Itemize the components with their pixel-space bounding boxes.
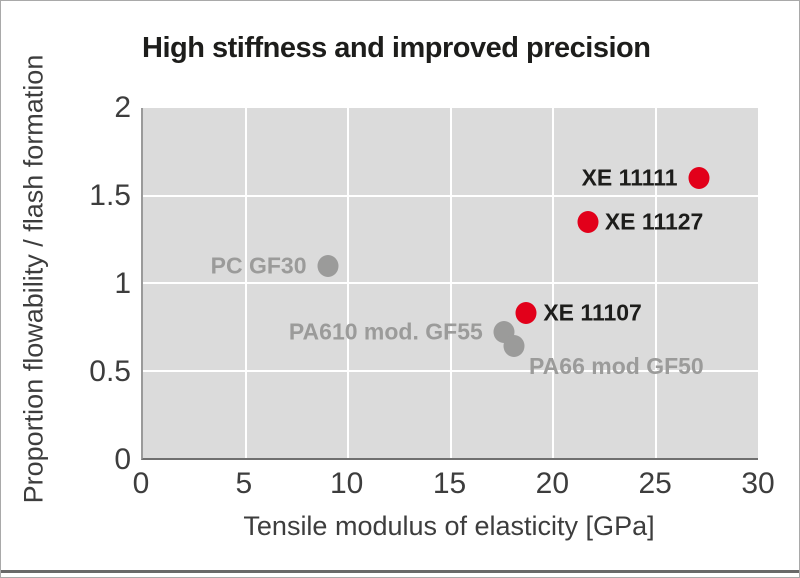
- data-point-label: XE 11127: [604, 208, 704, 235]
- data-point-dot: [577, 210, 599, 233]
- data-point-label: XE 11107: [543, 299, 642, 326]
- y-tick-label: 1: [114, 267, 131, 300]
- y-tick-label: 0.5: [89, 355, 131, 388]
- x-tick-label: 0: [132, 467, 150, 500]
- data-point-label: XE 11111: [581, 164, 678, 191]
- data-point-label: PA66 mod GF50: [529, 353, 704, 379]
- y-tick-label: 0: [114, 443, 131, 476]
- x-tick-label: 15: [432, 467, 467, 500]
- y-axis-ticks: 0 0.5 1 1.5 2: [1, 91, 131, 476]
- x-tick-label: 10: [329, 467, 364, 500]
- x-tick-label: 20: [535, 467, 570, 500]
- data-point-label: PA610 mod. GF55: [288, 318, 483, 345]
- y-tick-label: 2: [114, 91, 131, 124]
- data-point-dot: [503, 335, 525, 357]
- figure-bottom-rule: [1, 570, 799, 573]
- x-axis-ticks: 0 5 10 15 20 25 30: [133, 467, 775, 501]
- x-tick-label: 5: [235, 467, 253, 500]
- chart-title: High stiffness and improved precision: [142, 32, 651, 64]
- data-point-dot: [515, 301, 537, 324]
- x-tick-label: 30: [741, 467, 775, 500]
- x-tick-label: 25: [638, 467, 672, 500]
- y-tick-label: 1.5: [89, 179, 131, 212]
- plot-area: PC GF30 PA610 mod. GF55 PA66 mod GF50 XE 11…: [141, 108, 758, 460]
- data-point-dot: [317, 254, 338, 277]
- data-point-label: PC GF30: [210, 252, 307, 278]
- x-axis-title: Tensile modulus of elasticity [GPa]: [243, 511, 655, 541]
- gridline-horizontal: [143, 194, 758, 197]
- gridline-horizontal: [143, 369, 758, 372]
- gridline-horizontal: [143, 282, 758, 284]
- data-point-dot: [688, 167, 710, 189]
